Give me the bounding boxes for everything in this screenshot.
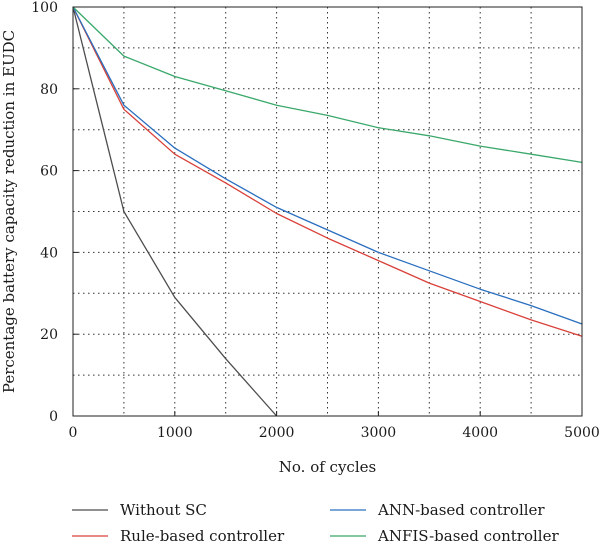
series-line-without-sc	[72, 6, 278, 417]
legend-label: ANFIS-based controller	[377, 527, 559, 543]
y-tick-label: 20	[40, 327, 58, 343]
series-line-anfis-based-controller	[72, 6, 583, 164]
y-axis-title: Percentage battery capacity reduction in…	[0, 30, 18, 393]
legend-label: Rule-based controller	[120, 527, 285, 543]
series-lines	[72, 6, 583, 417]
series-line-rule-based-controller	[72, 6, 583, 337]
x-tick-label: 1000	[157, 425, 193, 441]
y-tick-label: 100	[31, 0, 58, 16]
x-tick-label: 3000	[361, 425, 397, 441]
plot-frame	[72, 6, 583, 417]
legend: Without SC Rule-based controller ANN-based…	[72, 501, 559, 545]
y-tick-label: 40	[40, 245, 58, 261]
x-axis-title: No. of cycles	[279, 458, 376, 476]
legend-label: ANN-based controller	[377, 501, 545, 519]
x-tick-label: 4000	[462, 425, 498, 441]
series-line-ann-based-controller	[72, 6, 583, 325]
y-tick-label: 0	[49, 409, 58, 425]
legend-label: Without SC	[120, 501, 207, 519]
axis-ticks: 0 1000 2000 3000 4000 5000 0 20 40 60 80 100	[31, 0, 600, 441]
y-tick-label: 60	[40, 164, 58, 180]
grid	[73, 7, 582, 416]
x-tick-label: 2000	[259, 425, 295, 441]
x-tick-label: 5000	[564, 425, 600, 441]
x-tick-label: 0	[69, 425, 78, 441]
y-tick-label: 80	[40, 82, 58, 98]
